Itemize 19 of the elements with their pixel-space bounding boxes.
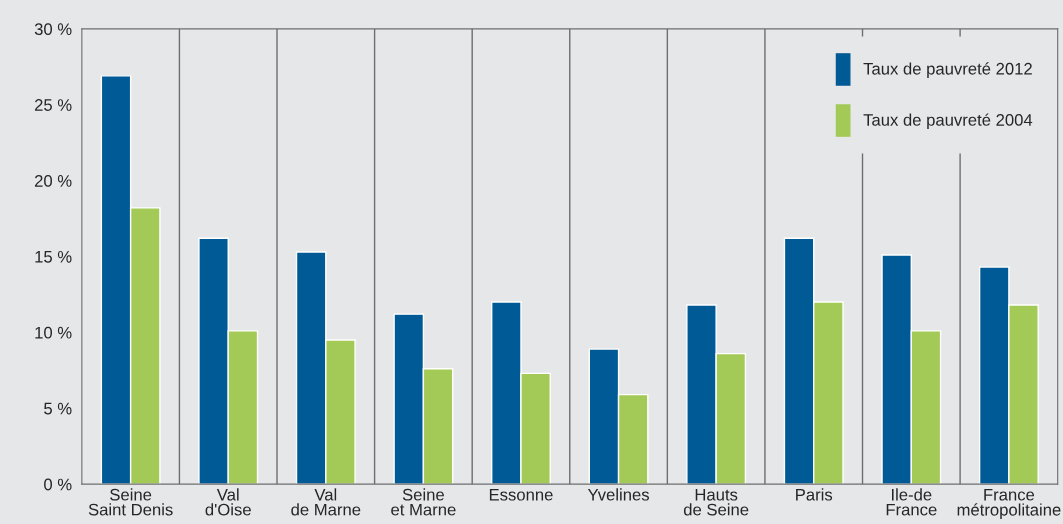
y-tick-label: 30 % bbox=[34, 23, 72, 36]
y-tick-label: 10 % bbox=[35, 326, 72, 339]
x-tick-label: Val de Marne bbox=[291, 488, 361, 516]
x-tick-label: Ile-de France bbox=[886, 488, 937, 516]
x-tick-label: Paris bbox=[796, 488, 833, 501]
y-tick-label: 20 % bbox=[34, 175, 72, 187]
x-tick-label: Hauts de Seine bbox=[683, 488, 749, 516]
x-tick-label: Essonne bbox=[489, 488, 553, 501]
y-tick-label: 25 % bbox=[34, 99, 72, 111]
legend-label: Taux de pauvreté 2012 bbox=[863, 62, 1032, 78]
x-tick-label: France métropolitaine bbox=[957, 488, 1061, 519]
y-tick-label: 15 % bbox=[35, 250, 72, 263]
x-tick-label: Val d'Oise bbox=[205, 488, 251, 516]
x-tick-label: Yvelines bbox=[587, 488, 649, 501]
y-tick-label: 5 % bbox=[44, 402, 72, 415]
legend-label: Taux de pauvreté 2004 bbox=[863, 113, 1033, 130]
y-tick-label: 0 % bbox=[44, 478, 72, 491]
x-tick-label: Seine et Marne bbox=[391, 488, 456, 516]
x-tick-label: Seine Saint Denis bbox=[88, 488, 173, 516]
